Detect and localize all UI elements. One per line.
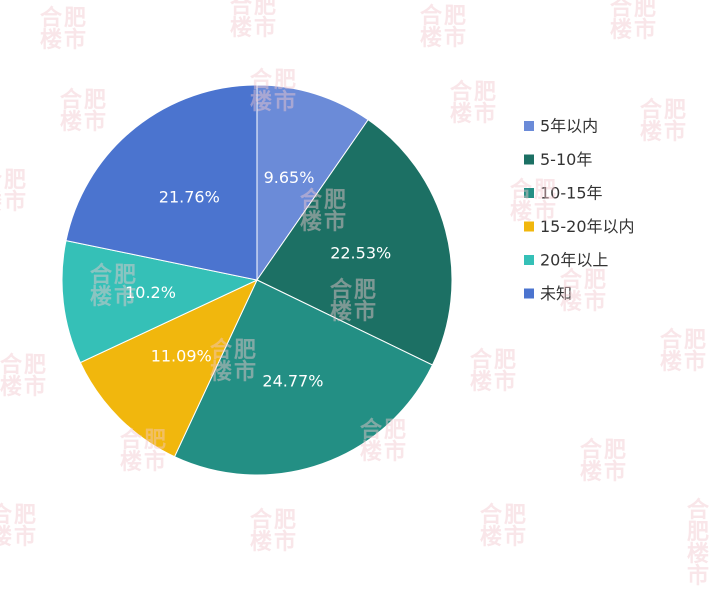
legend-label: 15-20年以内 <box>540 217 635 236</box>
pie-slice <box>65 84 258 281</box>
slice-value-label: 10.2% <box>125 283 176 302</box>
slice-value-label: 22.53% <box>330 243 391 262</box>
pie-slice <box>173 279 434 476</box>
pie-slices <box>61 84 453 476</box>
pie-slice <box>61 239 259 364</box>
pie-slice <box>79 278 259 458</box>
legend-label: 未知 <box>540 284 572 303</box>
pie-slice <box>256 84 369 282</box>
legend-swatch <box>524 255 534 265</box>
legend-swatch <box>524 188 534 198</box>
slice-value-label: 11.09% <box>151 346 212 365</box>
pie-slice <box>256 119 453 366</box>
legend-swatch <box>524 154 534 165</box>
legend-label: 20年以上 <box>540 251 608 270</box>
legend-label: 5年以内 <box>540 117 598 136</box>
slice-value-label: 24.77% <box>262 372 323 391</box>
legend-label: 10-15年 <box>540 184 603 203</box>
legend-swatch <box>524 288 534 299</box>
legend-swatch <box>524 221 534 232</box>
pie-chart: 9.65%22.53%24.77%11.09%10.2%21.76% 5年以内5… <box>61 84 635 476</box>
legend-label: 5-10年 <box>540 150 592 169</box>
slice-value-label: 21.76% <box>159 187 220 206</box>
legend-swatch <box>524 121 534 131</box>
pie-value-labels: 9.65% 22.53% 24.77% 11.09% 10.2% 21.76% <box>125 168 391 391</box>
slice-value-label: 9.65% <box>264 168 315 187</box>
